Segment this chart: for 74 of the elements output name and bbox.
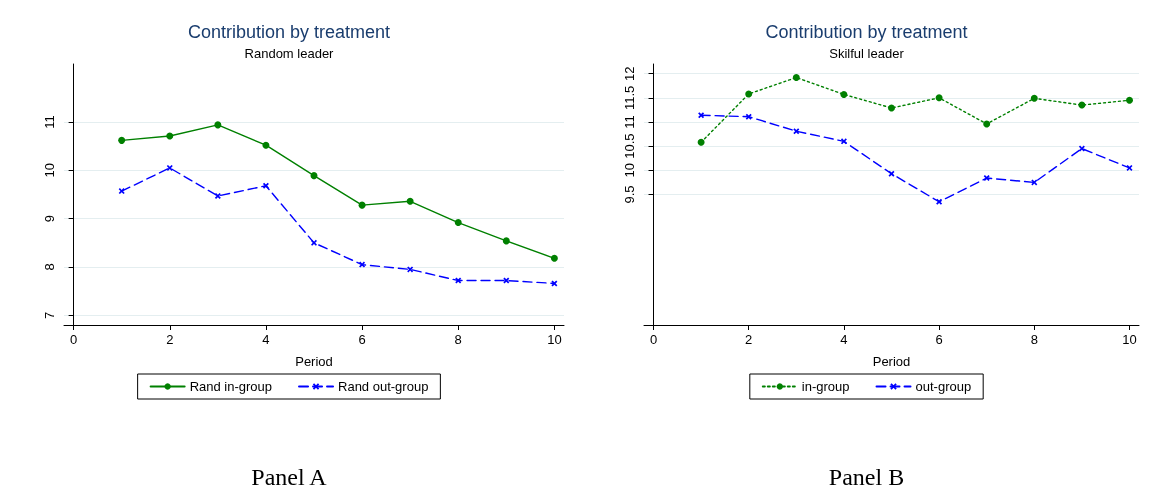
y-tick-label: 10.5 (622, 133, 637, 159)
point (1078, 145, 1085, 152)
x-tick-label: 8 (1030, 332, 1038, 347)
x-tick-label: 2 (745, 332, 753, 347)
point (1030, 94, 1038, 102)
y-tick-label: 10 (42, 163, 57, 178)
legend-label: Rand in-group (189, 379, 273, 394)
chart-title: Contribution by treatment (765, 22, 968, 42)
point (214, 192, 221, 199)
point (551, 280, 558, 287)
point (983, 120, 991, 128)
legend-label: Rand out-group (338, 379, 429, 394)
point (888, 104, 895, 112)
point (840, 90, 848, 98)
point (214, 121, 222, 129)
y-tick-label: 10 (622, 163, 637, 178)
x-axis-title: Period (872, 354, 911, 369)
point (454, 219, 462, 227)
point (166, 164, 173, 171)
point (359, 261, 366, 268)
y-tick-label: 11.5 (622, 85, 637, 111)
legend-label: out-group (915, 379, 972, 394)
legend-label: in-group (801, 379, 850, 394)
point (118, 136, 126, 144)
point (550, 254, 558, 262)
chart-title: Contribution by treatment (187, 22, 391, 42)
point (745, 113, 752, 120)
x-tick-label: 6 (935, 332, 943, 347)
point (310, 172, 318, 180)
x-tick-label: 4 (262, 332, 270, 347)
x-tick-label: 10 (547, 332, 562, 347)
point (118, 188, 125, 195)
text: Panel A (251, 464, 328, 490)
y-tick-label: 9 (42, 215, 57, 223)
point (698, 112, 705, 119)
text: Panel B (828, 464, 905, 490)
point (311, 239, 317, 246)
point (793, 128, 800, 135)
point (840, 138, 847, 145)
point (407, 266, 414, 273)
y-tick-label: 11 (622, 115, 637, 129)
point (262, 182, 269, 189)
y-tick-label: 11 (42, 115, 57, 129)
point (406, 197, 414, 205)
y-tick-label: 9.5 (622, 185, 637, 204)
point (455, 277, 462, 284)
point (1078, 101, 1086, 109)
y-tick-label: 12 (622, 66, 637, 81)
x-axis-title: Period (295, 354, 333, 369)
chart-subtitle: Random leader (244, 46, 335, 61)
point (983, 175, 990, 182)
point (503, 277, 510, 284)
chart-subtitle: Skilful leader (829, 46, 905, 61)
x-tick-label: 2 (166, 332, 174, 347)
x-tick-label: 4 (840, 332, 848, 347)
x-tick-label: 6 (358, 332, 366, 347)
y-tick-label: 7 (42, 311, 57, 319)
x-tick-label: 0 (70, 332, 78, 347)
point (888, 170, 895, 177)
point (935, 94, 943, 102)
point (697, 138, 705, 146)
point (792, 74, 800, 82)
point (262, 141, 270, 149)
point (1126, 164, 1133, 171)
x-tick-label: 0 (649, 332, 658, 347)
point (1031, 179, 1038, 186)
point (745, 90, 753, 98)
x-tick-label: 8 (454, 332, 462, 347)
point (166, 132, 174, 140)
x-tick-label: 10 (1122, 332, 1137, 347)
point (936, 198, 943, 205)
y-tick-label: 8 (42, 263, 57, 271)
point (502, 237, 510, 245)
point (1125, 96, 1133, 104)
